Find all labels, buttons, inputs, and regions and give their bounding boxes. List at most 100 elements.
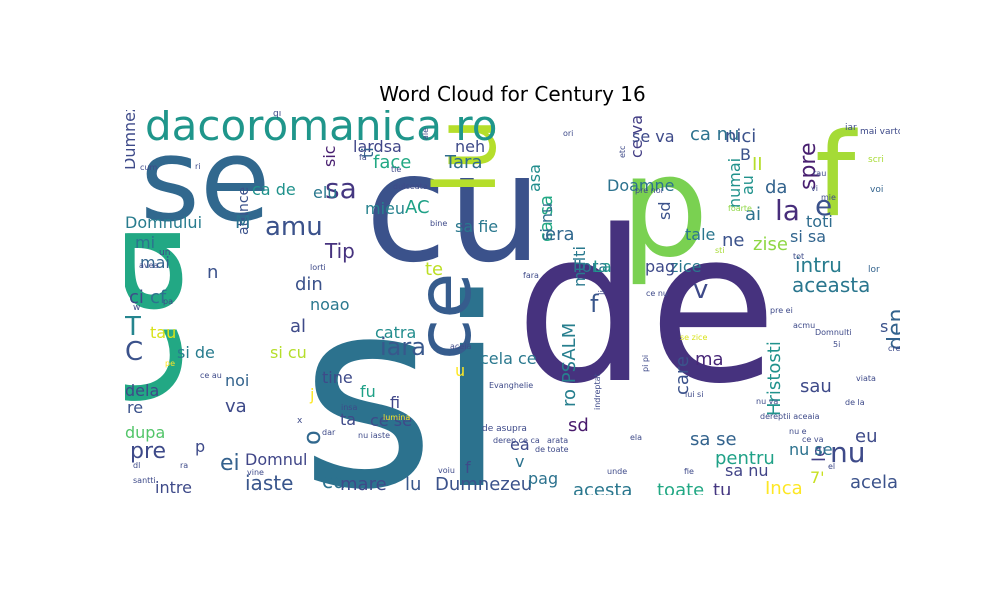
word-136: fa: [359, 153, 367, 162]
word-89: mi: [135, 233, 155, 252]
word-85: Dumnezeu: [125, 110, 139, 170]
word-163: se zice: [680, 333, 707, 342]
word-97: si cu: [270, 343, 307, 362]
word-93: n: [207, 262, 218, 283]
word-152: fara: [523, 271, 539, 280]
word-131: lor: [868, 265, 880, 275]
word-39: eu: [855, 426, 877, 447]
word-156: pa: [163, 297, 173, 306]
word-107: noao: [310, 295, 350, 314]
word-25: aceasta: [792, 273, 870, 297]
word-140: dulceata: [393, 182, 428, 191]
word-21: pre: [130, 439, 166, 464]
word-125: s: [880, 317, 888, 336]
word-172: nu va: [756, 397, 778, 406]
word-47: care: [672, 356, 693, 395]
word-123: nu se: [789, 440, 833, 459]
word-9: dacoromanica ro: [145, 110, 497, 150]
word-1: de: [515, 185, 778, 430]
word-98: noi: [225, 371, 249, 390]
word-91: ci: [129, 287, 144, 308]
chart-title: Word Cloud for Century 16: [379, 82, 646, 106]
word-5: se: [140, 114, 271, 248]
word-70: tale: [685, 225, 715, 244]
word-41: sa nu: [725, 461, 769, 480]
word-166: pi pi: [641, 355, 650, 372]
word-162: credinta: [888, 344, 900, 353]
word-31: lu: [405, 474, 421, 495]
word-100: re: [127, 398, 143, 417]
word-129: scri: [868, 155, 884, 165]
word-48: cela ce: [480, 349, 537, 368]
word-3: cu: [365, 122, 543, 296]
word-6: f: [815, 110, 858, 243]
word-191: unde: [607, 467, 627, 476]
word-72: pag: [645, 257, 675, 276]
word-135: ori: [563, 129, 573, 138]
word-65: ai: [745, 204, 761, 225]
word-69: toti: [806, 212, 833, 231]
word-103: p: [195, 437, 205, 456]
word-19: f: [590, 290, 599, 318]
word-57: se va: [632, 127, 675, 146]
word-113: ce se: [370, 411, 412, 430]
word-50: sd: [568, 415, 589, 436]
word-168: Evanghelie: [489, 381, 533, 390]
word-44: Hristosti: [764, 341, 785, 416]
word-164: pe: [165, 359, 175, 368]
word-167: indreptat: [593, 373, 602, 410]
word-18: v: [693, 275, 708, 305]
word-150: un: [159, 248, 170, 258]
word-66: ne: [722, 230, 744, 251]
word-32: Dumnezeu: [435, 474, 532, 495]
word-24: intru: [795, 253, 842, 277]
word-4: p: [620, 126, 709, 289]
word-178: nu iaste: [358, 431, 390, 440]
word-49: ro PSALM: [559, 323, 580, 407]
word-147: sti: [715, 246, 725, 255]
word-26: Tip: [324, 239, 355, 263]
word-122: pag: [528, 469, 558, 488]
word-104: Domnul: [245, 450, 307, 469]
word-180: insa: [341, 403, 357, 412]
word-194: va fi: [125, 110, 142, 112]
word-78: lardsa: [353, 137, 402, 156]
word-46: ma: [695, 349, 724, 370]
word-23: o: [298, 430, 326, 445]
word-96: si de: [177, 343, 215, 362]
word-141: bine: [430, 219, 447, 228]
word-171: de la: [845, 398, 865, 407]
word-52: asa: [525, 164, 544, 192]
word-146: mie: [821, 193, 836, 202]
word-63: sd: [655, 202, 674, 221]
word-102: dupa: [125, 423, 165, 442]
word-92: cf: [150, 287, 167, 308]
word-151: lorti: [310, 263, 326, 272]
word-75: Doamne: [607, 176, 674, 195]
word-153: ce nu: [646, 289, 668, 298]
word-132: qi: [273, 110, 281, 119]
word-184: derep ce ca: [493, 436, 540, 445]
word-14: e: [815, 189, 832, 222]
word-45: sau: [800, 376, 832, 397]
word-181: lumina: [383, 413, 410, 422]
word-185: de asupra: [482, 424, 527, 434]
word-105: intre: [155, 478, 192, 495]
word-90: mai: [140, 253, 170, 272]
word-188: vine: [247, 468, 264, 477]
word-55: multi: [570, 246, 589, 287]
word-58: ca nu: [690, 124, 739, 145]
word-73: llora: [573, 257, 608, 276]
word-165: ce au: [200, 371, 222, 380]
word-13: la: [775, 194, 800, 227]
word-60: II: [752, 154, 763, 175]
word-158: acmu: [793, 321, 815, 330]
word-95: al: [290, 316, 306, 337]
word-80: sic: [320, 145, 339, 167]
word-12: nu: [830, 436, 866, 469]
word-143: foarte: [728, 204, 752, 213]
word-76: face: [373, 152, 411, 173]
word-169: lui si: [685, 390, 703, 399]
word-154: li: [598, 290, 608, 295]
